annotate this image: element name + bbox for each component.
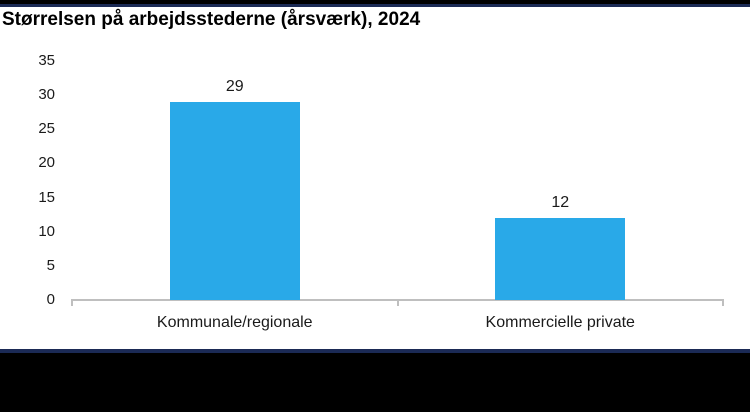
bar-value-label: 12	[551, 194, 570, 211]
y-tick-label: 25	[38, 120, 55, 138]
y-tick-label: 0	[46, 291, 55, 308]
bar-1	[169, 102, 300, 300]
y-tick-label: 20	[38, 154, 55, 172]
category-label: Kommunale/regionale	[156, 314, 313, 331]
category-label: Kommercielle private	[485, 314, 635, 331]
y-tick-label: 10	[38, 222, 55, 240]
top-border-black	[0, 0, 750, 4]
x-axis-tick	[722, 299, 724, 306]
y-tick-label: 15	[38, 188, 55, 206]
chart-title: Størrelsen på arbejdsstederne (årsværk),…	[2, 9, 421, 30]
bottom-border-black	[0, 353, 750, 412]
y-tick-label: 35	[38, 52, 55, 69]
top-accent-line	[0, 4, 750, 7]
y-tick-label: 5	[46, 256, 55, 274]
bar-2	[495, 218, 626, 300]
x-axis-tick	[396, 299, 399, 306]
bar-value-label: 29	[225, 78, 244, 95]
bottom-accent-line	[0, 349, 750, 353]
x-axis-tick	[71, 299, 73, 306]
y-tick-label: 30	[38, 86, 55, 104]
